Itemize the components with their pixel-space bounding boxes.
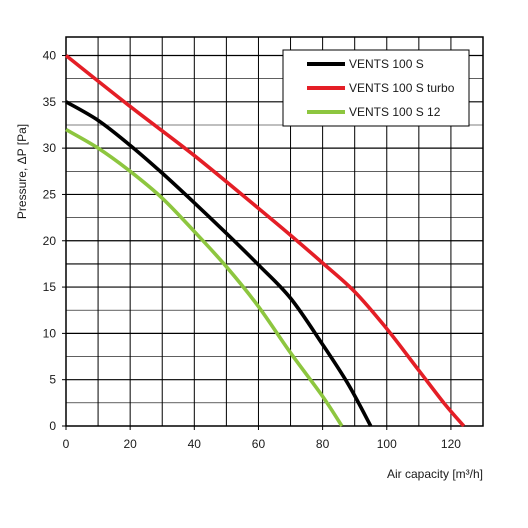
- y-tick-label: 25: [43, 187, 57, 201]
- series-line-vents-100-s: [65, 100, 373, 427]
- plot-frame: [65, 36, 484, 427]
- y-tick-label: 30: [43, 141, 57, 155]
- x-tick-label: 100: [377, 437, 397, 451]
- legend-label: VENTS 100 S 12: [349, 105, 441, 119]
- legend: VENTS 100 S VENTS 100 S turbo VENTS 100 S …: [282, 49, 470, 127]
- x-tick-label: 40: [188, 437, 202, 451]
- x-tick-label: 20: [123, 437, 137, 451]
- x-tick-label: 0: [63, 437, 70, 451]
- x-axis: 0 20 40 60 80 100 120: [63, 426, 461, 451]
- x-tick-label: 120: [441, 437, 461, 451]
- x-tick-label: 80: [316, 437, 330, 451]
- y-tick-label: 5: [49, 373, 56, 387]
- legend-label: VENTS 100 S: [349, 57, 424, 71]
- y-tick-label: 40: [43, 49, 57, 63]
- y-tick-label: 0: [49, 419, 56, 433]
- x-tick-label: 60: [252, 437, 266, 451]
- y-tick-label: 20: [43, 234, 57, 248]
- series-layer: [64, 54, 466, 428]
- series-line-vents-100-s-12: [65, 128, 344, 427]
- y-tick-label: 10: [43, 326, 57, 340]
- legend-label: VENTS 100 S turbo: [349, 81, 455, 95]
- y-axis-label: Pressure, ΔP [Pa]: [15, 124, 29, 219]
- x-axis-label: Air capacity [m³/h]: [387, 467, 483, 481]
- series-line-vents-100-s-turbo: [64, 54, 466, 428]
- y-tick-label: 15: [43, 280, 57, 294]
- y-tick-label: 35: [43, 95, 57, 109]
- y-axis: 0 5 10 15 20 25 30 35 40: [43, 49, 66, 433]
